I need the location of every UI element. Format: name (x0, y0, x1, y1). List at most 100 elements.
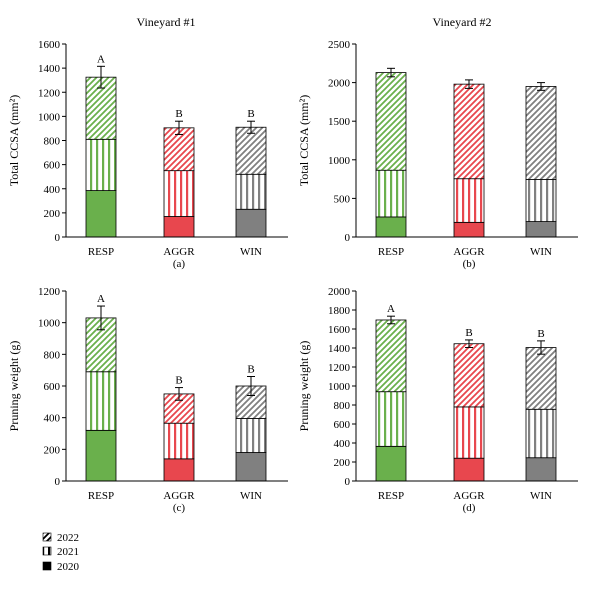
bar-segment (375, 169, 407, 218)
y-tick-label: 1000 (38, 111, 61, 123)
significance-letter: B (247, 364, 254, 376)
chart-title: Vineyard #1 (137, 15, 196, 29)
bar-segment (375, 72, 407, 171)
y-tick-label: 1200 (38, 286, 61, 298)
x-tick-label: WIN (240, 490, 262, 502)
x-tick-label: RESP (378, 246, 404, 258)
y-axis-label: Total CCSA (mm²) (7, 95, 21, 186)
x-tick-label: RESP (378, 490, 404, 502)
panel-label: (d) (463, 502, 476, 514)
bar-segment (85, 371, 117, 431)
y-tick-label: 800 (44, 349, 61, 361)
y-tick-label: 2000 (328, 78, 351, 90)
y-tick-label: 0 (345, 476, 351, 488)
bar-segment (525, 179, 557, 222)
legend-label: 2021 (57, 546, 79, 558)
y-tick-label: 2500 (328, 39, 351, 51)
bar-segment (235, 452, 267, 482)
significance-letter: B (175, 108, 182, 120)
y-tick-label: 0 (55, 232, 61, 244)
bar-segment (453, 221, 485, 238)
significance-letter: B (465, 327, 472, 339)
bar-segment (235, 126, 267, 175)
bar-segment (453, 457, 485, 482)
bar-segment (163, 422, 195, 460)
bar-segment (235, 173, 267, 210)
y-tick-label: 400 (334, 438, 351, 450)
legend-swatch (42, 532, 52, 542)
y-axis-label: Pruning weight (g) (7, 341, 21, 432)
bar-segment (235, 208, 267, 238)
chart-panel: Vineyard #1 0 200 400 600 800 1000 1200 1400 1600… (7, 15, 288, 270)
y-tick-label: 1800 (328, 305, 351, 317)
bar-segment (375, 319, 407, 393)
y-tick-label: 200 (44, 444, 61, 456)
y-tick-label: 1600 (328, 324, 351, 336)
bar-segment (163, 216, 195, 238)
significance-letter: A (387, 303, 395, 315)
y-tick-label: 600 (44, 160, 61, 172)
bar-segment (453, 178, 485, 223)
y-tick-label: 1000 (328, 381, 351, 393)
y-tick-label: 1500 (328, 116, 351, 128)
chart-panel: 0 200 400 600 800 1000 1200 Pruning weight (g) A… (7, 286, 288, 514)
bar-segment (525, 86, 557, 180)
significance-letter: B (175, 375, 182, 387)
chart-title: Vineyard #2 (433, 15, 492, 29)
chart-panel: 0 200 400 600 800 1000 1200 1400 1600 1800 2000 Pru… (297, 286, 578, 514)
y-tick-label: 2000 (328, 286, 351, 298)
x-tick-label: AGGR (163, 490, 195, 502)
y-tick-label: 400 (44, 184, 61, 196)
bar-segment (525, 221, 557, 238)
x-tick-label: RESP (88, 490, 114, 502)
y-tick-label: 600 (44, 381, 61, 393)
legend-swatch (42, 546, 52, 556)
bar-segment (163, 458, 195, 482)
y-tick-label: 800 (44, 136, 61, 148)
bar-segment (375, 445, 407, 482)
y-tick-label: 800 (334, 400, 351, 412)
bar-segment (85, 429, 117, 482)
bar-segment (163, 170, 195, 217)
x-tick-label: AGGR (453, 246, 485, 258)
bar-segment (85, 138, 117, 191)
significance-letter: B (537, 328, 544, 340)
bar-segment (453, 343, 485, 408)
y-tick-label: 0 (55, 476, 61, 488)
bar-segment (525, 347, 557, 410)
y-axis-label: Total CCSA (mm²) (297, 95, 311, 186)
x-tick-label: WIN (530, 246, 552, 258)
bar-segment (453, 406, 485, 459)
y-tick-label: 500 (334, 193, 351, 205)
x-tick-label: WIN (240, 246, 262, 258)
bar-segment (525, 457, 557, 482)
panel-label: (b) (463, 258, 476, 270)
bar-segment (525, 408, 557, 459)
y-tick-label: 1600 (38, 39, 61, 51)
bar-segment (453, 83, 485, 180)
significance-letter: B (247, 108, 254, 120)
y-tick-label: 1400 (328, 343, 351, 355)
legend-swatch (42, 561, 52, 571)
x-tick-label: AGGR (453, 490, 485, 502)
y-tick-label: 600 (334, 419, 351, 431)
panel-label: (c) (173, 502, 186, 514)
panel-label: (a) (173, 258, 186, 270)
y-tick-label: 1000 (38, 318, 61, 330)
y-tick-label: 200 (334, 457, 351, 469)
significance-letter: A (97, 53, 105, 65)
y-tick-label: 1200 (328, 362, 351, 374)
x-tick-label: WIN (530, 490, 552, 502)
y-tick-label: 0 (345, 232, 351, 244)
y-tick-label: 400 (44, 413, 61, 425)
y-tick-label: 1400 (38, 63, 61, 75)
legend-label: 2020 (57, 561, 80, 573)
x-tick-label: RESP (88, 246, 114, 258)
significance-letter: A (97, 293, 105, 305)
y-axis-label: Pruning weight (g) (297, 341, 311, 432)
bar-segment (375, 391, 407, 447)
y-tick-label: 1000 (328, 155, 351, 167)
x-tick-label: AGGR (163, 246, 195, 258)
bar-segment (85, 190, 117, 238)
